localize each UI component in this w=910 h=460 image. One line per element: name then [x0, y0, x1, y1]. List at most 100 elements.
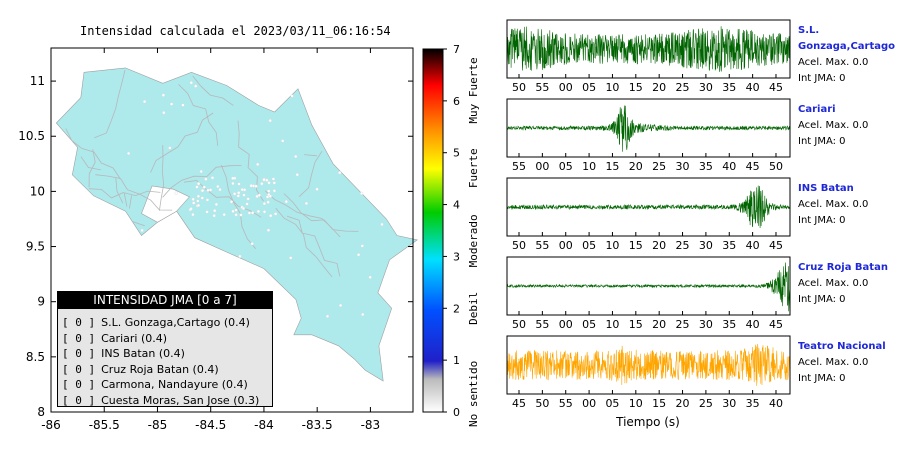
- legend-item-name: Cuesta Moras, San Jose (0.3): [101, 393, 260, 407]
- map-y-tick-label: 9.5: [26, 240, 45, 254]
- waveform-panel: 50 55 00 05 10 15 20 25 30 35 40 45: [506, 177, 791, 252]
- waveform-trace: [506, 105, 791, 152]
- waveform-tick-label: 25: [676, 239, 690, 252]
- waveform-tick-label: 10: [605, 81, 619, 94]
- waveform-trace: [506, 185, 791, 229]
- waveform-tick-label: 25: [676, 318, 690, 331]
- legend-item-level: [ 0 ]: [62, 331, 96, 345]
- waveform-tick-label: 00: [559, 81, 573, 94]
- costa-rica-landmass: [55, 67, 419, 382]
- waveform-tick-label: 55: [512, 160, 526, 173]
- waveform-tick-label: 00: [582, 397, 596, 410]
- gulf-of-nicoya: [141, 185, 190, 223]
- waveform-tick-label: 30: [676, 160, 690, 173]
- station-int-jma: Int JMA: 0: [798, 73, 846, 84]
- station-name: S.L. Gonzaga,Cartago: [798, 25, 896, 52]
- waveform-frame: [506, 19, 791, 79]
- station-int-jma: Int JMA: 0: [798, 215, 846, 226]
- waveform-tick-label: 55: [559, 397, 573, 410]
- legend-item: [ 0 ] Carmona, Nandayure (0.4): [62, 377, 272, 393]
- waveform-tick-label: 10: [605, 239, 619, 252]
- legend-item-name: Cruz Roja Batan (0.4): [101, 362, 219, 376]
- legend-item: [ 0 ] Cariari (0.4): [62, 331, 272, 347]
- legend-item: [ 0 ] Cruz Roja Batan (0.4): [62, 362, 272, 378]
- waveform-tick-label: 55: [535, 239, 549, 252]
- map-x-tick-label: -84: [254, 418, 274, 432]
- map-y-tick-label: 8.5: [26, 350, 45, 364]
- waveform-tick-label: 15: [629, 239, 643, 252]
- waveform-tick-label: 20: [652, 81, 666, 94]
- waveform-tick-label: 45: [769, 318, 783, 331]
- colorbar-intensity-label: Fuerte: [467, 148, 480, 188]
- waveform-tick-label: 40: [746, 239, 760, 252]
- waveform-frame: [506, 335, 791, 395]
- waveform-tick-label: 10: [582, 160, 596, 173]
- waveform-panel: 55 00 05 10 15 20 25 30 35 40 45 50: [506, 98, 791, 173]
- waveform-tick-label: 55: [535, 81, 549, 94]
- waveform-tick-label: 15: [629, 318, 643, 331]
- colorbar-labels: No sentido Debil Moderado Fuerte Muy Fuerte: [467, 57, 480, 427]
- waveform-tick-label: 00: [559, 239, 573, 252]
- legend-title: INTENSIDAD JMA [0 a 7]: [58, 292, 272, 309]
- waveform-frame: [506, 256, 791, 316]
- legend-item-level: [ 0 ]: [62, 347, 96, 360]
- station-acel-max: Acel. Max. 0.0: [798, 199, 869, 210]
- legend-item-level: [ 0 ]: [62, 378, 96, 391]
- legend-item: [ 0 ] INS Batan (0.4): [62, 346, 272, 362]
- waveform-tick-label: 40: [769, 397, 783, 410]
- station-name: Teatro Nacional: [798, 341, 886, 352]
- map-x-tick-label: -85: [148, 418, 168, 432]
- station-name: INS Batan: [798, 183, 854, 194]
- station-int-jma: Int JMA: 0: [798, 294, 846, 305]
- legend-list: [ 0 ] S.L. Gonzaga,Cartago (0.4) [ 0 ] Cari…: [62, 315, 272, 408]
- map-x-tick-label: -85.5: [89, 418, 120, 432]
- map-y-tick-label: 10.5: [18, 129, 45, 143]
- map-x-tick-label: -84.5: [195, 418, 226, 432]
- legend-item-level: [ 0 ]: [62, 393, 96, 407]
- map-y-tick-label: 11: [30, 74, 45, 88]
- waveform-tick-label: 00: [535, 160, 549, 173]
- map-y-tick-label: 9: [37, 295, 45, 309]
- road-network: [65, 69, 359, 278]
- station-acel-max: Acel. Max. 0.0: [798, 120, 869, 131]
- waveform-tick-label: 10: [605, 318, 619, 331]
- waveform-tick-label: 35: [722, 239, 736, 252]
- waveform-tick-label: 35: [722, 318, 736, 331]
- colorbar-intensity-label: Muy Fuerte: [467, 57, 480, 123]
- colorbar-tick-label: 6: [453, 95, 460, 108]
- waveform-panel: 50 55 00 05 10 15 20 25 30 35 40 45: [506, 19, 791, 94]
- waveform-tick-label: 50: [769, 160, 783, 173]
- station-dots: [127, 81, 384, 318]
- colorbar-tick-label: 2: [453, 302, 460, 315]
- waveform-xlabel: Tiempo (s): [615, 415, 680, 429]
- waveform-tick-label: 30: [699, 81, 713, 94]
- colorbar-tick-label: 1: [453, 354, 460, 367]
- colorbar-tick-label: 7: [453, 43, 460, 56]
- waveform-tick-label: 25: [699, 397, 713, 410]
- waveform-tick-label: 45: [512, 397, 526, 410]
- waveform-tick-label: 05: [582, 318, 596, 331]
- colorbar-tick-label: 0: [453, 406, 460, 419]
- colorbar-gradient: [422, 48, 444, 413]
- waveform-tick-label: 25: [652, 160, 666, 173]
- station-int-jma: Int JMA: 0: [798, 373, 846, 384]
- waveform-tick-label: 35: [722, 81, 736, 94]
- map-x-tick-label: -83: [361, 418, 381, 432]
- waveform-tick-label: 50: [512, 81, 526, 94]
- map-y-tick-label: 10: [30, 184, 45, 198]
- waveform-tick-label: 30: [699, 318, 713, 331]
- waveform-tick-label: 50: [535, 397, 549, 410]
- waveform-tick-label: 25: [676, 81, 690, 94]
- legend-item: [ 0 ] S.L. Gonzaga,Cartago (0.4): [62, 315, 272, 331]
- legend-item-name: Carmona, Nandayure (0.4): [101, 378, 248, 391]
- waveform-tick-label: 35: [699, 160, 713, 173]
- map-title: Intensidad calculada el 2023/03/11_06:16…: [80, 24, 391, 38]
- station-info: Teatro Nacional Acel. Max. 0.0 Int JMA: 0: [798, 339, 886, 387]
- waveform-trace: [506, 26, 791, 72]
- colorbar-tick-label: 4: [453, 199, 460, 212]
- waveform-tick-label: 20: [629, 160, 643, 173]
- waveform-tick-label: 05: [605, 397, 619, 410]
- map-axes: -86 -85.5 -85 -84.5 -84 -83.5 -83 11 10.5 10 9.5 9 8…: [18, 47, 414, 432]
